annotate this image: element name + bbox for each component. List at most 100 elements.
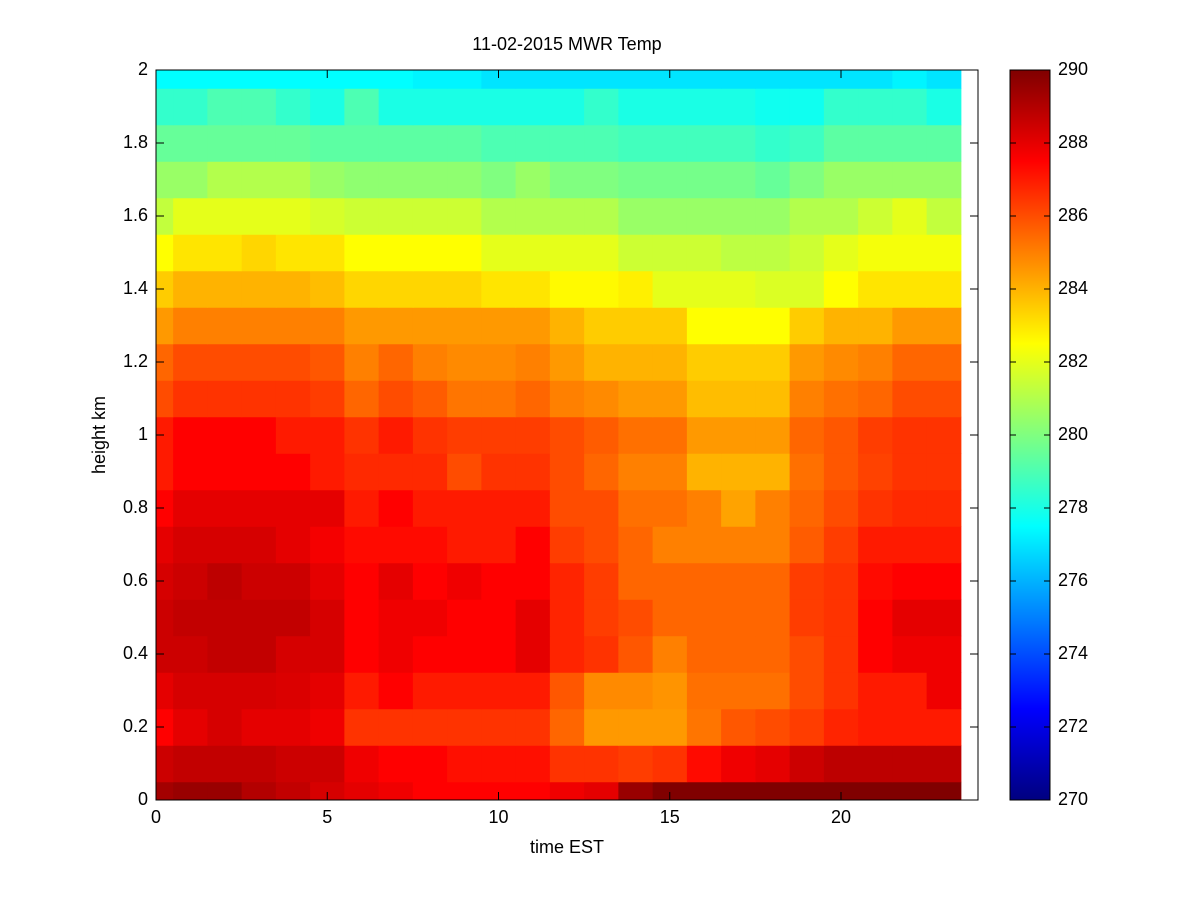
heatmap-cell [275,70,311,89]
heatmap-cell [310,234,345,272]
heatmap-cell [789,234,825,272]
heatmap-cell [755,380,791,418]
heatmap-cell [652,708,688,746]
heatmap-cell [652,234,688,272]
heatmap-cell [926,416,962,454]
heatmap-cell [447,70,482,89]
heatmap-cell [549,745,585,783]
heatmap-cell [515,161,551,199]
heatmap-cell [156,70,174,89]
heatmap-cell [515,489,551,527]
heatmap-cell [823,307,859,345]
heatmap-cell [241,672,277,710]
heatmap-cell [275,416,311,454]
heatmap-cell [241,635,277,673]
heatmap-cell [755,489,791,527]
heatmap-cell [173,708,208,746]
heatmap-cell [926,489,962,527]
heatmap-cell [926,197,962,235]
heatmap-cell [823,599,859,637]
heatmap-cell [721,161,756,199]
heatmap-cell [378,635,414,673]
heatmap-cell [686,599,722,637]
heatmap-cell [892,745,928,783]
colorbar-tick-label: 276 [1058,570,1088,590]
heatmap-cell [156,781,174,801]
heatmap-cell [378,416,414,454]
heatmap-cell [755,70,791,89]
heatmap-cell [378,88,414,126]
heatmap-cell [515,270,551,308]
heatmap-cell [652,70,688,89]
heatmap-cell [156,635,174,673]
heatmap-cell [481,453,517,491]
heatmap-cell [755,453,791,491]
heatmap-cell [344,453,380,491]
heatmap-cell [549,161,585,199]
heatmap-cell [344,124,380,162]
heatmap-cell [241,234,277,272]
heatmap-cell [789,745,825,783]
heatmap-cell [789,88,825,126]
heatmap-cell [447,708,482,746]
heatmap-cell [412,234,448,272]
heatmap-cell [207,635,243,673]
heatmap-cell [378,453,414,491]
heatmap-cell [447,453,482,491]
heatmap-cell [156,88,174,126]
heatmap-cell [156,307,174,345]
heatmap-cell [584,745,619,783]
heatmap-cell [926,161,962,199]
heatmap-cell [447,599,482,637]
heatmap-cell [275,161,311,199]
heatmap-cell [412,453,448,491]
heatmap-cell [378,197,414,235]
heatmap-cell [344,380,380,418]
heatmap-cell [344,88,380,126]
heatmap-cell [447,489,482,527]
heatmap-cell [344,70,380,89]
heatmap-cell [481,562,517,600]
heatmap-cell [755,197,791,235]
heatmap-cell [207,416,243,454]
heatmap-cell [652,599,688,637]
heatmap-cell [892,197,928,235]
heatmap-cell [686,672,722,710]
heatmap-cell [412,489,448,527]
heatmap-cell [412,343,448,381]
heatmap-cell [584,70,619,89]
colorbar-tick-label: 280 [1058,424,1088,444]
heatmap-cell [515,453,551,491]
heatmap-cell [755,234,791,272]
heatmap-cell [344,672,380,710]
x-tick-label: 10 [488,807,508,827]
heatmap-cell [515,307,551,345]
heatmap-cell [823,343,859,381]
chart-title: 11-02-2015 MWR Temp [472,34,661,54]
heatmap-cell [618,124,654,162]
heatmap-cell [755,161,791,199]
heatmap-cell [241,270,277,308]
heatmap-cell [156,672,174,710]
heatmap-cell [481,672,517,710]
heatmap-cell [378,562,414,600]
heatmap-cell [207,599,243,637]
heatmap-cell [275,489,311,527]
heatmap-cell [275,453,311,491]
heatmap-cell [892,70,928,89]
heatmap-cell [241,343,277,381]
heatmap-cell [823,708,859,746]
heatmap-cell [823,562,859,600]
heatmap-cell [310,745,345,783]
heatmap-cell [412,197,448,235]
y-tick-label: 2 [138,59,148,79]
heatmap-cell [275,672,311,710]
heatmap-cell [344,562,380,600]
heatmap-cell [686,234,722,272]
heatmap-cell [858,562,893,600]
heatmap-cell [344,745,380,783]
heatmap-cell [584,672,619,710]
heatmap-cell [584,781,619,801]
heatmap-cell [378,234,414,272]
heatmap-cell [310,124,345,162]
